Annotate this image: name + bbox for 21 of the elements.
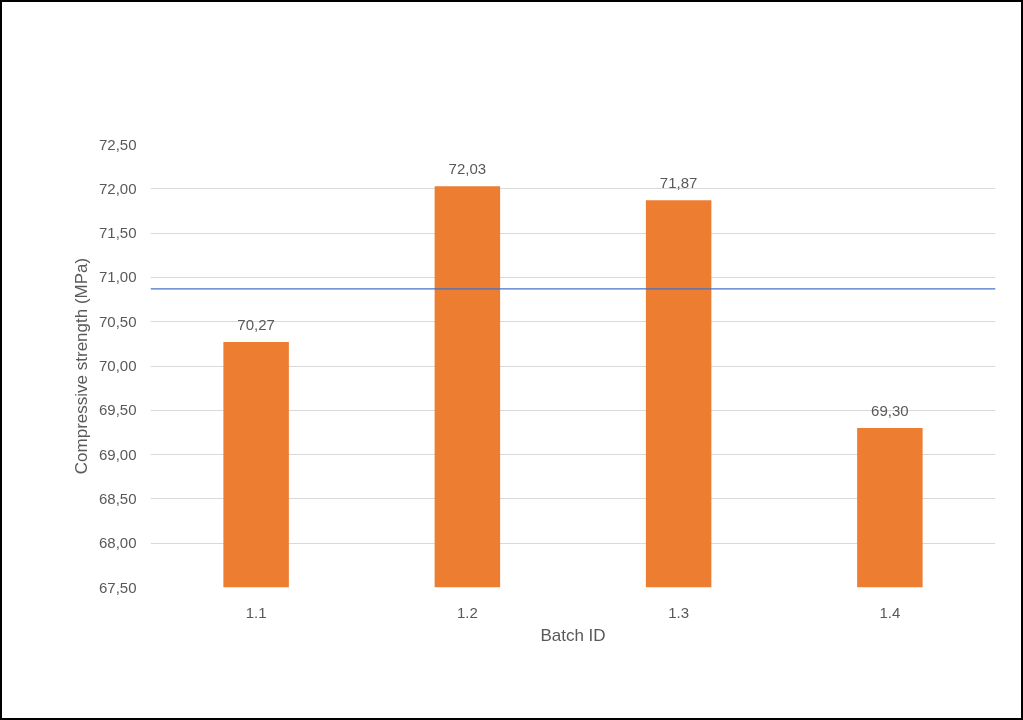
data-label: 72,03 — [448, 160, 487, 178]
y-tick-label: 72,50 — [98, 135, 137, 153]
y-tick-label: 67,50 — [98, 578, 137, 596]
y-tick-label: 70,50 — [98, 312, 137, 330]
y-tick-label: 69,50 — [98, 401, 137, 419]
y-tick-label: 69,00 — [98, 445, 137, 463]
y-tick-label: 68,00 — [98, 534, 137, 552]
x-tick-label: 1.3 — [668, 603, 690, 621]
x-tick-label: 1.2 — [456, 603, 478, 621]
x-tick-label: 1.4 — [879, 603, 901, 621]
y-axis-title: Compressive strength (MPa) — [71, 257, 91, 475]
y-tick-label: 72,00 — [98, 179, 137, 197]
x-tick-label: 1.1 — [245, 603, 267, 621]
data-label: 70,27 — [237, 316, 275, 334]
y-tick-label: 70,00 — [98, 357, 137, 374]
x-axis-title: Batch ID — [540, 625, 606, 645]
y-tick-label: 71,00 — [98, 268, 137, 286]
y-tick-label: 71,50 — [98, 224, 137, 242]
data-label: 69,30 — [871, 402, 909, 420]
data-label: 71,87 — [659, 174, 698, 192]
y-tick-label: 68,50 — [98, 489, 137, 507]
